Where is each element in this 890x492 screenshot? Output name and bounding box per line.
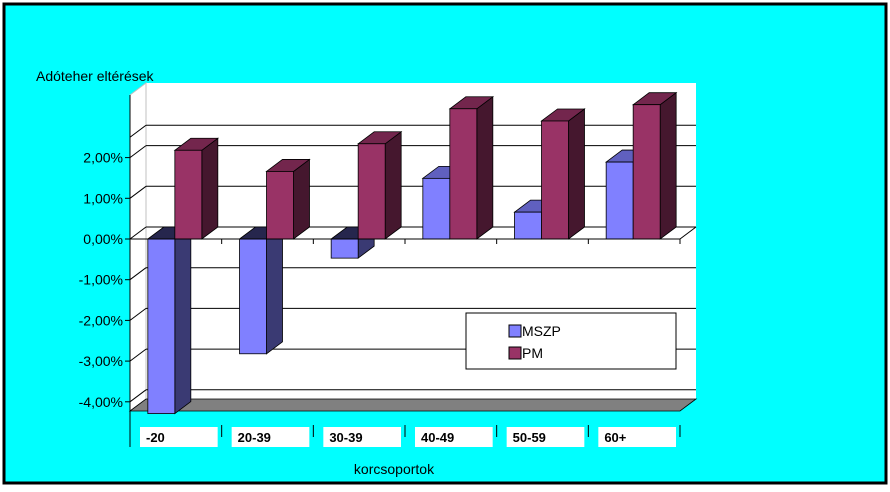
gridline-side — [129, 145, 147, 159]
gridline-side — [129, 124, 147, 138]
legend-box — [465, 312, 677, 370]
legend: MSZP PM — [465, 312, 677, 370]
y-tick-label: -2,00% — [79, 312, 123, 328]
x-axis-title: korcsoportok — [354, 461, 435, 477]
plot-area — [125, 82, 698, 412]
side-wall — [129, 82, 147, 412]
x-tick-box — [140, 427, 218, 447]
bar-pm-40-49 — [448, 95, 495, 240]
x-tick-box — [598, 427, 676, 447]
y-tick-label: -1,00% — [79, 272, 123, 288]
y-tick-label: -4,00% — [79, 394, 123, 410]
bar-pm-50-59 — [540, 108, 586, 240]
gridline-side — [129, 267, 147, 281]
legend-label-mszp: MSZP — [522, 323, 561, 339]
x-axis-depth — [679, 226, 697, 240]
bars — [129, 91, 697, 415]
y-tick-label: 0,00% — [83, 231, 123, 247]
axis-labels: Adóteher eltérések korcsoportok -4,00% -3… — [36, 68, 681, 477]
x-tick-label: 50-59 — [513, 430, 546, 445]
gridline-side — [129, 307, 147, 321]
x-tick-label: 20-39 — [238, 430, 271, 445]
x-tick-label: 40-49 — [421, 430, 454, 445]
y-axis-title: Adóteher eltérések — [36, 68, 155, 84]
bar-mszp--20 — [146, 226, 193, 415]
bar-mszp-20-39 — [238, 226, 284, 355]
x-tick-box — [231, 427, 310, 447]
x-tick-label: -20 — [146, 430, 165, 445]
x-tick-box — [415, 427, 493, 447]
gridline-side — [129, 389, 147, 403]
bar-pm-20-39 — [265, 158, 311, 240]
gridline-side — [129, 185, 147, 199]
x-tick-label: 60+ — [604, 430, 626, 445]
bar-pm--20 — [173, 137, 220, 240]
y-tick-label: 2,00% — [83, 150, 123, 166]
gridline-side — [129, 226, 147, 240]
x-tick-box — [323, 427, 401, 447]
y-tick-label: -3,00% — [79, 353, 123, 369]
bar-pm-60+ — [631, 91, 678, 240]
legend-swatch-pm — [508, 346, 522, 360]
bar-pm-30-39 — [356, 130, 403, 240]
x-tick-label: 30-39 — [329, 430, 362, 445]
legend-label-pm: PM — [522, 345, 543, 361]
gridline-side — [129, 348, 147, 362]
legend-swatch-mszp — [508, 324, 522, 338]
y-tick-label: 1,00% — [83, 190, 123, 206]
floor — [128, 398, 698, 412]
x-tick-box — [506, 427, 585, 447]
